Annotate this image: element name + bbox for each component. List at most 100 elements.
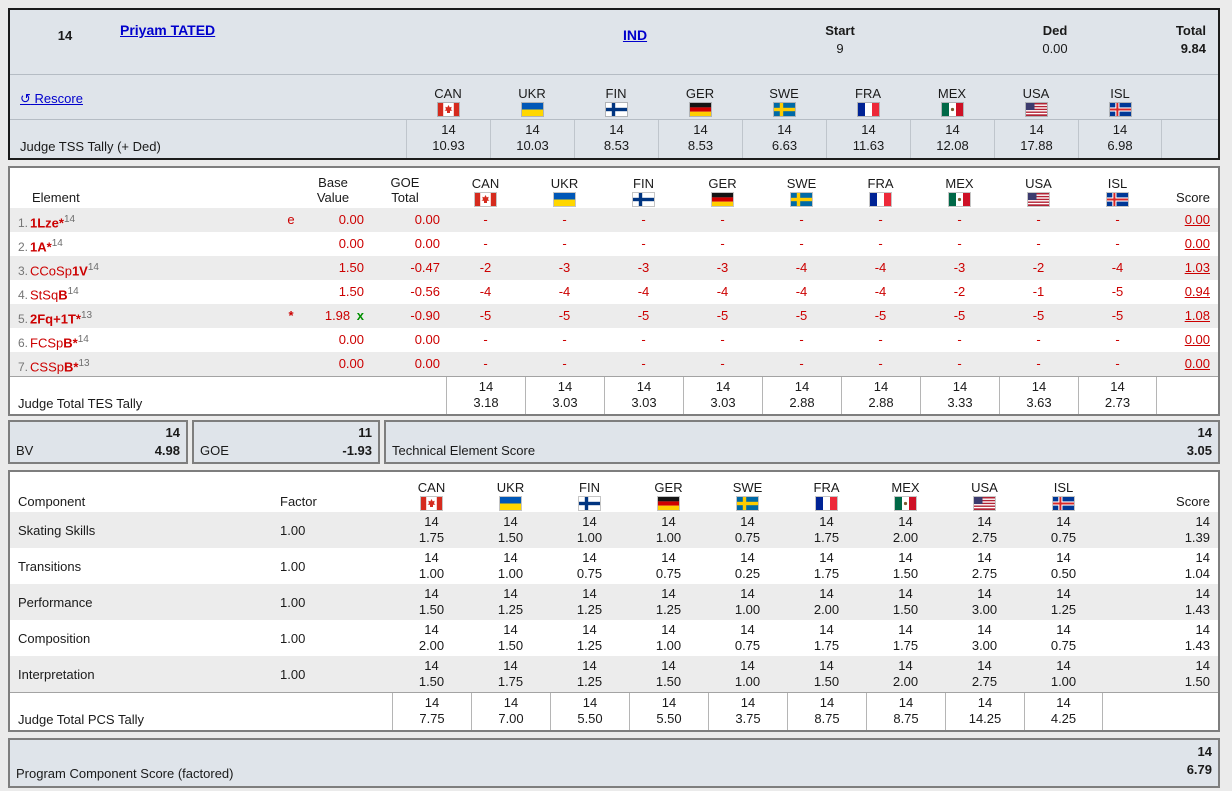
- component-judge-cell: 14 1.25: [1024, 584, 1103, 620]
- tally-value: 10.93: [432, 138, 465, 153]
- judge-col-usa: USA: [994, 86, 1078, 119]
- component-judge-scores: 14 2.00 14 1.50 14 1.25 14 1.00 14 0.75 14 1.75 14 1.…: [392, 620, 1103, 656]
- bonus-x-mark: x: [353, 308, 364, 323]
- base-value-column-header: Base Value: [316, 175, 350, 205]
- tss-cell: 14 6.63: [742, 120, 826, 158]
- element-score-link[interactable]: 0.94: [1184, 284, 1210, 299]
- element-number: 2.: [18, 240, 29, 255]
- flag-fra-icon: [857, 102, 879, 116]
- component-judge-value: 0.25: [734, 566, 761, 581]
- judge-goe-cell: -: [483, 212, 488, 227]
- judge-goe-cell: -5: [479, 308, 492, 323]
- flag-isl-icon: [1107, 192, 1128, 206]
- tally-value: 3.63: [1026, 395, 1052, 410]
- tally-skater-tag: 14: [503, 658, 518, 673]
- element-row: 1. 1Lze*14 e 0.00 0.00 - - - - - - - - - 0.00: [10, 208, 1218, 232]
- judge-code: UKR: [496, 480, 525, 495]
- component-judge-value: 1.50: [497, 638, 524, 653]
- judge-goe-cell: -: [720, 236, 725, 251]
- element-score-cell: 0.00: [1157, 328, 1218, 352]
- judge-goe-cell: -: [562, 332, 567, 347]
- component-judge-scores: 14 1.50 14 1.25 14 1.25 14 1.25 14 1.00 14 2.00 14 1.…: [392, 584, 1103, 620]
- element-score-link[interactable]: 1.03: [1184, 260, 1210, 275]
- tally-skater-tag: 14: [1056, 550, 1071, 565]
- judge-goe-cell: -5: [637, 308, 650, 323]
- flag-ger-icon: [712, 192, 733, 206]
- judge-goe-cell: -5: [716, 308, 729, 323]
- judge-goe-cell: -: [957, 212, 962, 227]
- tally-value: 8.75: [814, 711, 840, 726]
- skater-name-link[interactable]: Priyam TATED: [120, 22, 216, 38]
- rescore-link[interactable]: ↺ Rescore: [20, 91, 83, 106]
- element-score-cell: 0.00: [1157, 208, 1218, 232]
- element-info-flag: e: [287, 212, 295, 227]
- element-info-flag: [280, 328, 302, 352]
- component-row: Skating Skills 1.00 14 1.75 14 1.50 14 1.00 14 1.…: [10, 512, 1218, 548]
- flag-usa-icon: [1028, 192, 1049, 206]
- judge-code: USA: [1022, 86, 1050, 101]
- element-score-link[interactable]: 0.00: [1184, 212, 1210, 227]
- element-score-link[interactable]: 0.00: [1184, 356, 1210, 371]
- nation-cell: IND: [540, 22, 730, 66]
- tally-value: 3.18: [473, 395, 499, 410]
- component-judge-cell: 14 1.50: [629, 656, 708, 692]
- tss-tally-row: Judge TSS Tally (+ Ded) 14 10.93 14 10.03 14…: [10, 120, 1218, 158]
- element-score-link[interactable]: 0.00: [1184, 236, 1210, 251]
- component-judge-cell: 14 1.75: [392, 512, 471, 548]
- element-name: 3. CCoSp1V14: [10, 256, 280, 280]
- nation-link[interactable]: IND: [622, 27, 648, 43]
- element-info-flag: [280, 352, 302, 376]
- tally-skater-tag: 14: [693, 122, 708, 137]
- judge-code: FIN: [579, 480, 600, 495]
- component-score-cell: 14 1.50: [1103, 656, 1218, 692]
- component-score-value: 1.43: [1184, 638, 1210, 653]
- tally-value: 6.63: [771, 138, 798, 153]
- component-score-value: 1.50: [1184, 674, 1210, 689]
- tally-skater-tag: 14: [1029, 122, 1044, 137]
- element-score-link[interactable]: 1.08: [1184, 308, 1210, 323]
- element-score-link[interactable]: 0.00: [1184, 332, 1210, 347]
- pcs-factored-panel: Program Component Score (factored) 14 6.…: [8, 738, 1220, 788]
- component-judge-cell: 14 1.00: [550, 512, 629, 548]
- tally-value: 6.98: [1107, 138, 1133, 153]
- component-judge-cell: 14 2.00: [866, 656, 945, 692]
- tally-skater-tag: 14: [582, 658, 597, 673]
- judge-goe-cell: -: [1115, 332, 1120, 347]
- pcs-cell: 14 4.25: [1024, 693, 1103, 730]
- tally-skater-tag: 14: [582, 695, 598, 710]
- component-judge-cell: 14 1.50: [392, 656, 471, 692]
- flag-fin-icon: [633, 192, 654, 206]
- element-name: 6. FCSpB*14: [10, 328, 280, 352]
- tally-skater-tag: 14: [740, 658, 755, 673]
- component-judge-value: 2.00: [813, 602, 840, 617]
- judge-goe-cell: -: [957, 332, 962, 347]
- tally-skater-tag: 14: [819, 586, 834, 601]
- elements-rows: 1. 1Lze*14 e 0.00 0.00- - - - - - - - -0.00 2. 1A*14 0.…: [10, 208, 1218, 376]
- flag-mex-icon: [941, 102, 963, 116]
- flag-swe-icon: [791, 192, 812, 206]
- component-judge-value: 0.75: [655, 566, 682, 581]
- component-judge-value: 1.00: [418, 566, 445, 581]
- element-number: 3.: [18, 264, 29, 279]
- component-judge-cell: 14 1.75: [787, 620, 866, 656]
- tes-summary-row: 14 BV 4.98 11 GOE -1.93 Technical Elemen…: [8, 420, 1220, 464]
- component-judge-cell: 14 1.50: [471, 620, 550, 656]
- skater-name-cell: Priyam TATED: [120, 22, 540, 66]
- tally-skater-tag: 14: [582, 550, 597, 565]
- tss-cell: 14 6.98: [1078, 120, 1162, 158]
- tally-skater-tag: 14: [740, 586, 755, 601]
- bv-label: BV: [16, 443, 34, 458]
- tes-tally-label: Judge Total TES Tally: [18, 396, 143, 411]
- judge-goe-cell: -: [720, 212, 725, 227]
- judge-code: FRA: [813, 480, 840, 495]
- judge-goe-cell: -: [1036, 212, 1041, 227]
- component-judge-cell: 14 1.00: [629, 512, 708, 548]
- tally-skater-tag: 14: [609, 122, 624, 137]
- components-panel: Component Factor CAN UKR FIN GER SWE FRA MEX US…: [8, 470, 1220, 732]
- element-code: CSSp: [30, 359, 64, 375]
- judge-goe-cell: -: [641, 212, 646, 227]
- start-label: Start: [825, 23, 855, 38]
- pcs-cell: 14 3.75: [708, 693, 787, 730]
- judge-goe-cell: -4: [795, 284, 808, 299]
- component-judge-value: 1.75: [497, 674, 524, 689]
